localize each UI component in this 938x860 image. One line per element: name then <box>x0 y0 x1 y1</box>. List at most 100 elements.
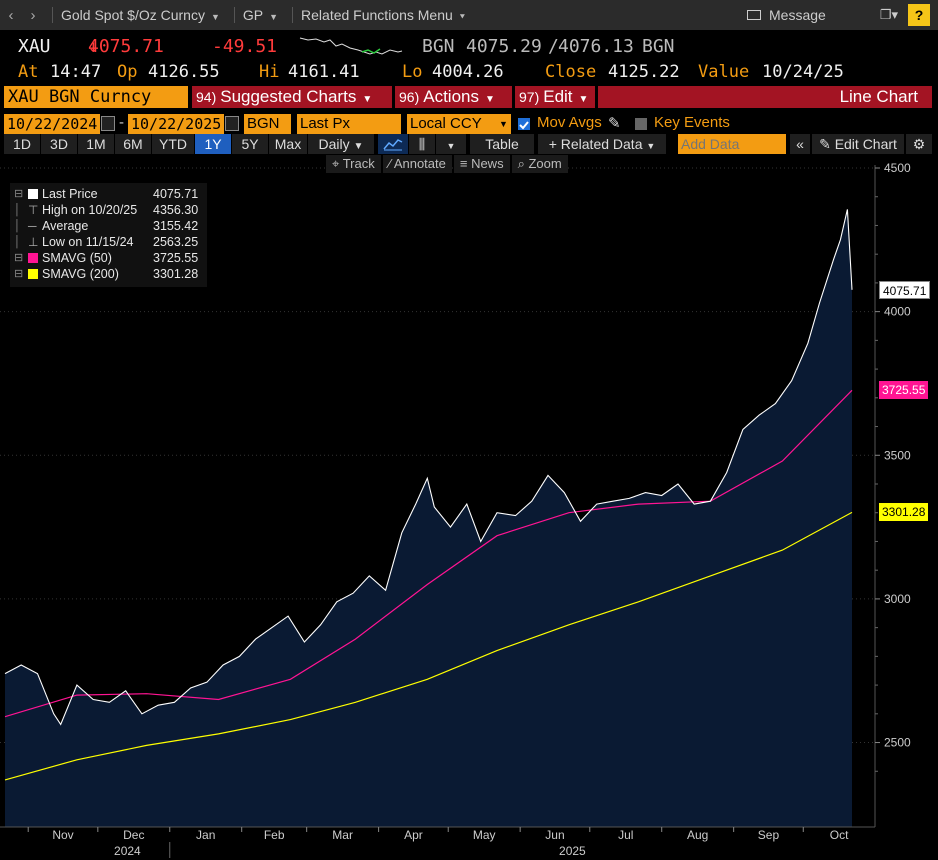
pen-icon: ∕ <box>388 156 394 171</box>
period-6m[interactable]: 6M <box>115 134 151 154</box>
chevron-down-icon: ▼ <box>362 94 373 105</box>
time-value: 14:47 <box>50 62 102 82</box>
ask-price: 4076.13 <box>558 36 634 57</box>
back-icon[interactable]: ‹ <box>8 6 14 24</box>
bid-price: 4075.29 <box>466 36 542 57</box>
pencil-icon[interactable]: ✎ <box>608 115 621 132</box>
bar-chart-icon[interactable]: ⫼ <box>409 134 435 154</box>
quote-line-2: At 14:47 Op 4126.55 Hi 4161.41 Lo 4004.2… <box>0 62 938 84</box>
annotate-button[interactable]: ∕ Annotate <box>382 155 452 173</box>
price-chart[interactable]: 2500 3000 3500 4000 4500 Nov Dec Jan Feb Mar Apr M… <box>0 155 938 860</box>
period-1m[interactable]: 1M <box>78 134 114 154</box>
divider <box>292 7 294 23</box>
period-max[interactable]: Max <box>269 134 307 154</box>
period-ytd[interactable]: YTD <box>152 134 194 154</box>
value-date-label: Value <box>698 62 750 82</box>
x-tick-label: Jan <box>196 828 215 842</box>
chevron-down-icon: ▼ <box>578 94 589 105</box>
sma200-tag: 3301.28 <box>879 503 929 522</box>
x-tick-label: May <box>473 828 496 842</box>
envelope-icon <box>747 10 761 20</box>
start-date-field[interactable]: 10/22/2024 <box>4 114 100 134</box>
table-button[interactable]: Table <box>470 134 534 154</box>
suggested-charts-label: Suggested Charts <box>220 87 357 106</box>
line-chart-glyph <box>383 139 403 151</box>
legend-swatch-icon <box>28 269 38 279</box>
quote-line-1: XAU ↓ 4075.71 -49.51 BGN 4075.29 / 4076.1… <box>0 36 938 62</box>
key-events-label: Key Events <box>654 114 730 131</box>
related-data-button[interactable]: + Related Data ▼ <box>538 134 666 154</box>
message-button[interactable]: Message <box>747 7 826 23</box>
last-price-value: 4075.71 <box>88 36 164 57</box>
y-tick-label: 3000 <box>884 592 911 606</box>
legend-value: 4075.71 <box>153 187 199 201</box>
double-chevron-down-icon: ⯆ <box>458 12 466 22</box>
crosshair-icon: ⌖ <box>332 156 343 171</box>
price-field-select[interactable]: Last Px <box>297 114 401 134</box>
x-year-label: 2024 <box>114 844 141 858</box>
legend-value: 3301.28 <box>153 267 199 281</box>
edit-button[interactable]: 97) Edit ▼ <box>515 86 595 108</box>
news-button[interactable]: ≡ News <box>453 155 510 173</box>
high-value: 4161.41 <box>288 62 360 82</box>
gear-icon[interactable]: ⚙ <box>906 134 932 154</box>
open-value: 4126.55 <box>148 62 220 82</box>
forward-icon[interactable]: › <box>30 6 36 24</box>
calendar-icon[interactable] <box>101 116 115 131</box>
security-title-menu[interactable]: Gold Spot $/Oz Curncy ▼ <box>61 7 220 23</box>
x-year-label: 2025 <box>559 844 586 858</box>
actions-button[interactable]: 96) Actions ▼ <box>395 86 512 108</box>
x-tick-label: Jul <box>618 828 633 842</box>
period-1y[interactable]: 1Y <box>195 134 231 154</box>
time-label: At <box>18 62 39 82</box>
legend-name: SMAVG (200) <box>42 267 119 281</box>
edit-chart-button[interactable]: ✎ Edit Chart <box>812 134 904 154</box>
chevron-down-icon: ▼ <box>484 94 495 105</box>
magnifier-icon: ⌕ <box>517 156 529 171</box>
pricing-source-field[interactable]: BGN <box>244 114 291 134</box>
related-functions-menu[interactable]: Related Functions Menu ⯆ <box>301 7 466 23</box>
currency-select[interactable]: Local CCY <box>407 114 511 134</box>
x-tick-label: Sep <box>758 828 780 842</box>
frequency-select[interactable]: Daily ▼ <box>308 134 374 154</box>
legend-name: Low on 11/15/24 <box>42 235 134 249</box>
track-button[interactable]: ⌖ Track <box>326 155 381 173</box>
suggested-charts-button[interactable]: 94) Suggested Charts ▼ <box>192 86 392 108</box>
x-tick-label: Oct <box>830 828 849 842</box>
chart-legend[interactable]: ⊟ Last Price 4075.71 │ ⊤ High on 10/20/2… <box>10 183 207 287</box>
calendar-icon[interactable] <box>225 116 239 131</box>
legend-name: High on 10/20/25 <box>42 203 138 217</box>
mov-avgs-checkbox[interactable] <box>518 118 530 130</box>
chevron-down-icon: ▼ <box>499 119 508 129</box>
help-button[interactable]: ? <box>908 4 930 26</box>
chart-style-dropdown[interactable]: ▼ <box>436 134 466 154</box>
function-menu[interactable]: GP ▼ <box>243 7 278 23</box>
window-options-icon[interactable]: ❐▾ <box>879 7 898 22</box>
zoom-button[interactable]: ⌕ Zoom <box>511 155 568 173</box>
period-1d[interactable]: 1D <box>4 134 40 154</box>
close-label: Close <box>545 62 597 82</box>
parameter-row: 10/22/2024 - 10/22/2025 BGN Last Px Loca… <box>0 114 938 134</box>
collapse-icon[interactable]: « <box>790 134 810 154</box>
legend-row-sma50: ⊟ SMAVG (50) 3725.55 <box>10 250 207 266</box>
suggested-charts-number: 94) <box>196 89 217 105</box>
checkmark-icon <box>519 121 529 130</box>
end-date-field[interactable]: 10/22/2025 <box>128 114 224 134</box>
legend-swatch-icon <box>28 253 38 263</box>
key-events-checkbox[interactable] <box>635 118 647 130</box>
zoom-label: Zoom <box>528 156 562 171</box>
period-3d[interactable]: 3D <box>41 134 77 154</box>
price-line <box>4 209 853 726</box>
chart-type-title: Line Chart <box>598 86 932 108</box>
low-marker-icon: ⊥ <box>28 235 39 249</box>
legend-row-last-price: ⊟ Last Price 4075.71 <box>10 186 207 202</box>
collapse-icon: ⊟ <box>14 188 24 200</box>
period-5y[interactable]: 5Y <box>232 134 268 154</box>
add-data-input[interactable] <box>678 134 786 154</box>
legend-row-sma200: ⊟ SMAVG (200) 3301.28 <box>10 266 207 282</box>
legend-name: Average <box>42 219 89 233</box>
security-input[interactable]: XAU BGN Curncy <box>4 86 188 108</box>
line-chart-icon[interactable] <box>378 134 408 154</box>
collapse-icon: ⊟ <box>14 268 24 280</box>
legend-row-high: │ ⊤ High on 10/20/25 4356.30 <box>10 202 207 218</box>
